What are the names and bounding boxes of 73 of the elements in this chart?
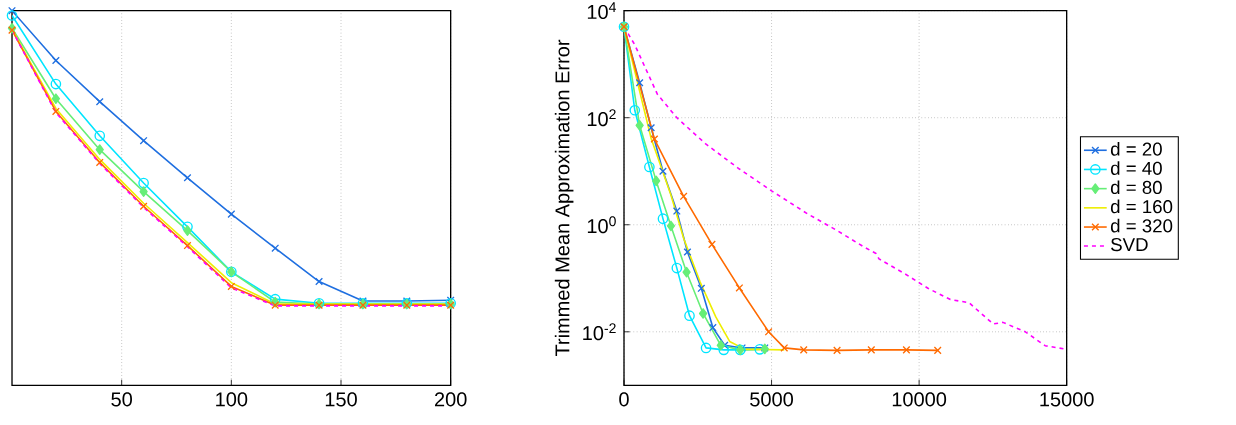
point [183, 225, 192, 236]
point [867, 345, 876, 354]
point [650, 134, 659, 143]
legend-label: d = 20 [1110, 141, 1162, 156]
point [933, 346, 942, 355]
point [671, 262, 683, 274]
point [8, 6, 16, 15]
point [50, 78, 62, 90]
legend-label: d = 320 [1110, 218, 1173, 233]
x-tick-label: 0 [619, 392, 629, 407]
point [707, 240, 716, 249]
y-tick-label: 10$^{0}$ [587, 216, 616, 234]
point [635, 119, 644, 131]
point [833, 346, 842, 355]
y-tick-label: 10$^{2}$ [587, 109, 616, 127]
point [183, 241, 192, 250]
legend-label: d = 160 [1110, 199, 1173, 214]
y-axis-title: Trimmed Mean Approximation Error [554, 39, 574, 356]
x-tick-label: 15000 [1040, 392, 1094, 407]
point [682, 266, 691, 278]
point [95, 144, 104, 155]
point [658, 167, 667, 176]
point [629, 104, 641, 116]
point [227, 282, 236, 291]
point [683, 247, 692, 256]
point [271, 301, 280, 309]
x-tick-label: 10000 [892, 392, 947, 407]
point [644, 161, 655, 173]
point [95, 97, 104, 106]
point [799, 345, 808, 354]
point [183, 173, 192, 182]
point [635, 78, 644, 87]
point [708, 323, 717, 332]
point [315, 277, 324, 286]
point [6, 10, 18, 21]
point [780, 343, 789, 352]
point [684, 310, 695, 321]
point [94, 130, 106, 141]
point [652, 175, 661, 187]
point [95, 158, 104, 167]
point [139, 136, 148, 145]
point [666, 220, 676, 232]
point [764, 327, 773, 336]
point [902, 345, 911, 354]
x-tick-label: 50 [111, 392, 132, 407]
y-tick-label: 10$^{-2}$ [583, 323, 616, 341]
point [672, 206, 681, 215]
point [139, 202, 148, 211]
point [647, 123, 656, 132]
point [51, 93, 61, 104]
point [271, 244, 280, 253]
x-tick-label: 150 [325, 392, 357, 407]
y-tick-label: 10$^{4}$ [587, 2, 616, 19]
legend-label: d = 40 [1110, 161, 1162, 175]
point [227, 209, 236, 218]
x-tick-label: 5000 [750, 392, 793, 407]
point [51, 56, 60, 65]
point [698, 307, 708, 319]
point [679, 192, 688, 201]
point [8, 26, 16, 34]
legend-label: SVD [1111, 237, 1148, 252]
x-tick-label: 200 [434, 392, 467, 407]
x-tick-label: 100 [216, 392, 248, 407]
point [700, 342, 712, 354]
point [657, 213, 669, 224]
point [51, 107, 60, 116]
point [139, 186, 148, 197]
point [718, 344, 730, 356]
point [716, 339, 725, 351]
point [697, 284, 706, 293]
point [735, 283, 744, 292]
point [138, 177, 149, 189]
legend-label: d = 80 [1110, 180, 1162, 194]
